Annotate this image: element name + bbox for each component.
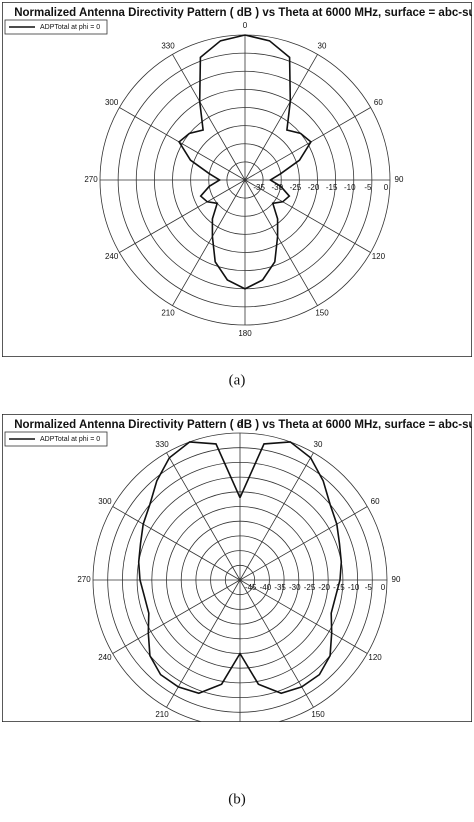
r-tick-label: -45 xyxy=(245,583,257,592)
legend-label: ADPTotal at phi = 0 xyxy=(40,24,100,31)
angle-tick-label: 210 xyxy=(161,308,175,317)
angle-tick-label: 210 xyxy=(155,710,169,719)
spoke xyxy=(239,506,368,581)
r-tick-label: -25 xyxy=(290,183,302,192)
caption: (b) xyxy=(228,791,246,807)
spoke xyxy=(244,107,371,181)
angle-tick-label: 150 xyxy=(315,308,329,317)
angle-tick-label: 60 xyxy=(374,98,383,107)
r-tick-label: -10 xyxy=(348,583,360,592)
spoke xyxy=(166,579,241,708)
spoke xyxy=(112,506,241,581)
angle-tick-label: 270 xyxy=(77,575,91,584)
angle-tick-label: 150 xyxy=(311,710,325,719)
r-tick-label: -30 xyxy=(271,183,283,192)
r-tick-label: -15 xyxy=(326,183,338,192)
r-tick-label: 0 xyxy=(381,583,386,592)
pattern-line xyxy=(178,34,312,290)
caption: (a) xyxy=(229,372,246,388)
polar-chart: Normalized Antenna Directivity Pattern (… xyxy=(2,414,474,740)
angle-tick-label: 120 xyxy=(368,653,382,662)
angle-tick-label: 240 xyxy=(105,252,119,261)
chart-frame xyxy=(2,2,472,357)
r-tick-label: -15 xyxy=(333,583,345,592)
r-tick-label: -5 xyxy=(364,183,372,192)
angle-tick-label: 330 xyxy=(155,440,169,449)
spoke xyxy=(166,452,241,581)
chart-title: Normalized Antenna Directivity Pattern (… xyxy=(14,7,474,19)
r-tick-label: -20 xyxy=(308,183,320,192)
legend-box xyxy=(4,19,108,35)
angle-tick-label: 0 xyxy=(243,21,248,30)
polar-chart: Normalized Antenna Directivity Pattern (… xyxy=(2,2,474,357)
angle-tick-label: 300 xyxy=(105,98,119,107)
angle-tick-label: 240 xyxy=(98,653,112,662)
angle-tick-label: 180 xyxy=(238,329,252,338)
legend-box xyxy=(4,431,108,447)
angle-tick-label: 90 xyxy=(392,575,401,584)
r-tick-label: -40 xyxy=(260,583,272,592)
r-tick-label: -10 xyxy=(344,183,356,192)
r-tick-label: -20 xyxy=(318,583,330,592)
spoke xyxy=(172,54,246,181)
angle-tick-label: 300 xyxy=(98,497,112,506)
spoke xyxy=(239,452,314,581)
spoke xyxy=(119,179,246,253)
r-tick-label: -35 xyxy=(274,583,286,592)
spoke xyxy=(244,179,318,306)
r-tick-label: -35 xyxy=(253,183,265,192)
spoke xyxy=(244,179,371,253)
spoke xyxy=(172,179,246,306)
angle-tick-label: 120 xyxy=(372,252,386,261)
r-tick-label: 0 xyxy=(384,183,389,192)
spoke xyxy=(239,579,314,708)
angle-tick-label: 270 xyxy=(84,175,98,184)
angle-tick-label: 0 xyxy=(238,419,243,428)
pattern-line xyxy=(137,441,343,695)
angle-tick-label: 90 xyxy=(395,175,404,184)
angle-tick-label: 30 xyxy=(314,440,323,449)
spoke xyxy=(112,579,241,654)
chart-frame xyxy=(2,414,472,722)
angle-tick-label: 180 xyxy=(233,731,247,740)
spoke xyxy=(244,54,318,181)
spoke xyxy=(239,579,368,654)
chart-title: Normalized Antenna Directivity Pattern (… xyxy=(14,419,474,431)
r-tick-label: -25 xyxy=(304,583,316,592)
angle-tick-label: 330 xyxy=(161,42,175,51)
r-tick-label: -5 xyxy=(365,583,373,592)
spoke xyxy=(119,107,246,181)
angle-tick-label: 60 xyxy=(371,497,380,506)
legend-label: ADPTotal at phi = 0 xyxy=(40,436,100,443)
angle-tick-label: 30 xyxy=(318,42,327,51)
r-tick-label: -30 xyxy=(289,583,301,592)
